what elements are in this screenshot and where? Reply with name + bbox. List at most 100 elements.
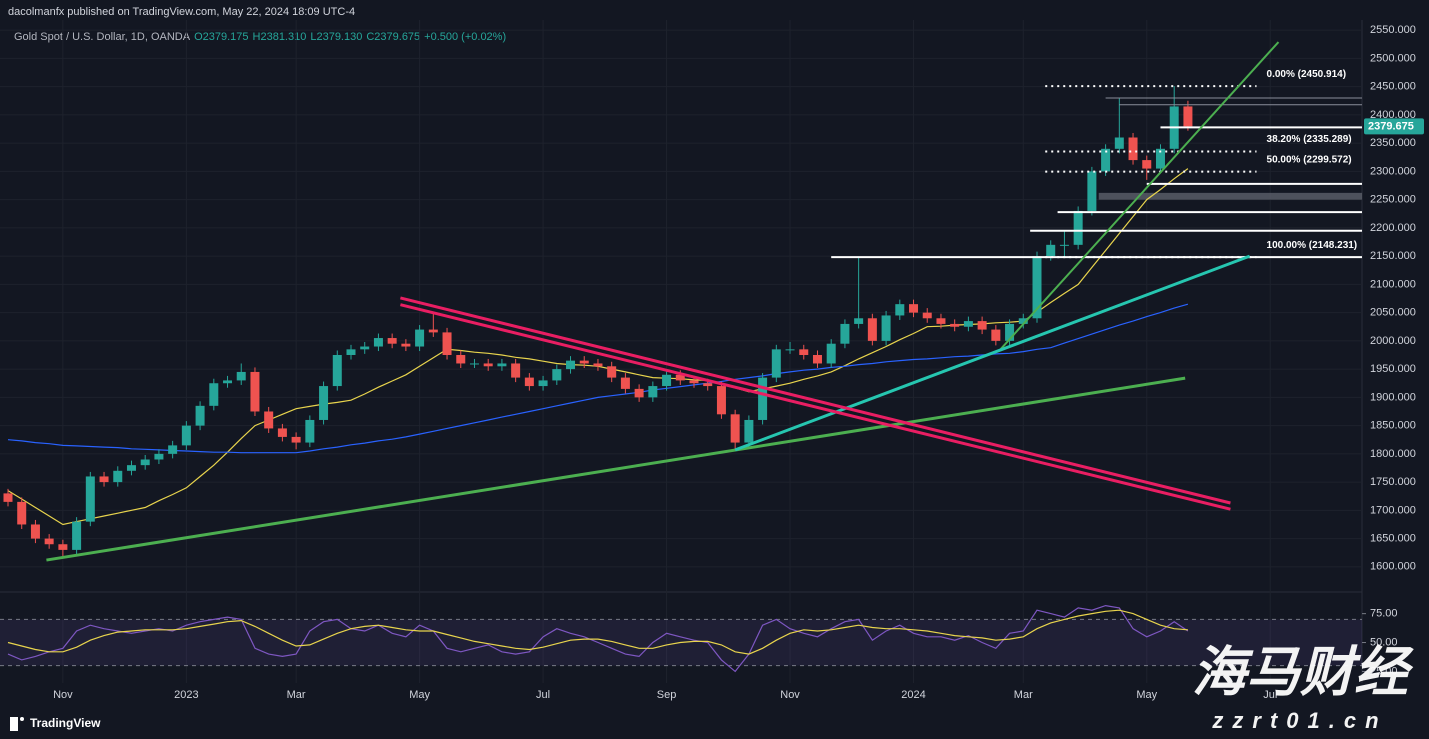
candle-body xyxy=(566,360,576,370)
rsi-tick-label: 75.00 xyxy=(1370,608,1398,620)
candle-body xyxy=(511,363,521,378)
candle-body xyxy=(593,363,603,367)
candle-body xyxy=(236,371,246,381)
y-tick-label: 1600.000 xyxy=(1370,561,1416,573)
candle-body xyxy=(785,349,795,351)
candle-body xyxy=(799,349,809,355)
candle-body xyxy=(909,304,919,313)
y-tick-label: 2050.000 xyxy=(1370,307,1416,319)
candle-body xyxy=(44,538,54,545)
symbol-title: Gold Spot / U.S. Dollar, 1D, OANDA xyxy=(14,31,191,43)
y-tick-label: 1650.000 xyxy=(1370,532,1416,544)
candle-body xyxy=(744,419,754,443)
candle-body xyxy=(648,386,658,398)
candle-body xyxy=(950,323,960,327)
candle-body xyxy=(867,318,877,341)
candle-body xyxy=(456,354,466,364)
rsi-tick-label: 50.00 xyxy=(1370,636,1398,648)
y-tick-label: 1850.000 xyxy=(1370,420,1416,432)
candle-body xyxy=(1128,137,1138,161)
candle-body xyxy=(291,436,301,443)
x-tick-label: Mar xyxy=(1014,689,1033,701)
watermark-site: zzrt01.cn xyxy=(1211,708,1387,733)
x-tick-label: Mar xyxy=(287,689,306,701)
rsi-line xyxy=(7,609,1188,655)
logo-icon xyxy=(10,717,18,731)
candle-body xyxy=(1114,137,1124,149)
candle-body xyxy=(140,459,150,466)
candle-body xyxy=(428,329,438,333)
candle-body xyxy=(881,315,891,341)
candle-body xyxy=(319,386,329,420)
candle-body xyxy=(1073,210,1083,245)
candle-body xyxy=(209,383,219,406)
candle-body xyxy=(771,349,781,378)
candle-body xyxy=(497,363,507,367)
trendline xyxy=(46,376,1186,562)
y-tick-label: 2100.000 xyxy=(1370,278,1416,290)
candle-body xyxy=(415,329,425,347)
trendline xyxy=(999,41,1280,351)
candle-body xyxy=(346,349,356,355)
candle-body xyxy=(607,366,617,378)
candle-body xyxy=(305,419,315,443)
candle-body xyxy=(195,405,205,426)
candle-body xyxy=(181,425,191,446)
fib-label: 50.00% (2299.572) xyxy=(1267,154,1352,165)
y-tick-label: 1900.000 xyxy=(1370,391,1416,403)
candle-body xyxy=(758,377,768,420)
candle-body xyxy=(977,321,987,330)
candle-body xyxy=(662,374,672,387)
candle-body xyxy=(223,380,233,384)
candle-body xyxy=(524,377,534,387)
price-zone xyxy=(1098,192,1362,200)
x-tick-label: Nov xyxy=(780,689,800,701)
candle-body xyxy=(826,343,836,364)
y-tick-label: 1700.000 xyxy=(1370,504,1416,516)
fib-label: 38.20% (2335.289) xyxy=(1267,134,1352,145)
y-tick-label: 2550.000 xyxy=(1370,24,1416,36)
candle-body xyxy=(154,453,164,460)
candle-body xyxy=(1087,171,1097,211)
candle-body xyxy=(840,323,850,344)
candle-body xyxy=(113,470,123,483)
y-tick-label: 2000.000 xyxy=(1370,335,1416,347)
x-tick-label: Sep xyxy=(657,689,677,701)
ohlc: C2379.675 xyxy=(366,31,420,43)
candle-body xyxy=(1155,148,1165,169)
last-price-label: 2379.675 xyxy=(1368,120,1414,132)
candle-body xyxy=(58,544,68,550)
candle-body xyxy=(895,304,905,316)
ohlc: +0.500 (+0.02%) xyxy=(424,31,506,43)
candle-body xyxy=(1046,244,1056,257)
y-tick-label: 2450.000 xyxy=(1370,81,1416,93)
candle-body xyxy=(17,501,27,525)
candle-body xyxy=(689,380,699,384)
candle-body xyxy=(277,428,287,437)
candle-body xyxy=(1018,318,1028,324)
candle-body xyxy=(360,346,370,350)
trendline xyxy=(734,254,1251,452)
y-tick-label: 2300.000 xyxy=(1370,165,1416,177)
candle-body xyxy=(72,521,82,550)
candle-body xyxy=(387,338,397,344)
candle-body xyxy=(332,354,342,387)
candle-body xyxy=(126,465,136,471)
fib-label: 0.00% (2450.914) xyxy=(1267,69,1347,80)
logo-text: TradingView xyxy=(30,716,101,730)
logo-icon xyxy=(20,717,24,721)
y-tick-label: 1950.000 xyxy=(1370,363,1416,375)
candle-body xyxy=(538,380,548,387)
logo: TradingView xyxy=(10,716,101,731)
candle-body xyxy=(703,383,713,387)
candle-body xyxy=(552,369,562,381)
fib-label: 100.00% (2148.231) xyxy=(1267,240,1358,251)
candle-body xyxy=(1101,148,1111,172)
y-tick-label: 1750.000 xyxy=(1370,476,1416,488)
candle-body xyxy=(401,343,411,347)
y-tick-label: 2350.000 xyxy=(1370,137,1416,149)
candle-body xyxy=(634,388,644,398)
candle-body xyxy=(936,318,946,324)
last-price-tag xyxy=(1364,118,1424,135)
